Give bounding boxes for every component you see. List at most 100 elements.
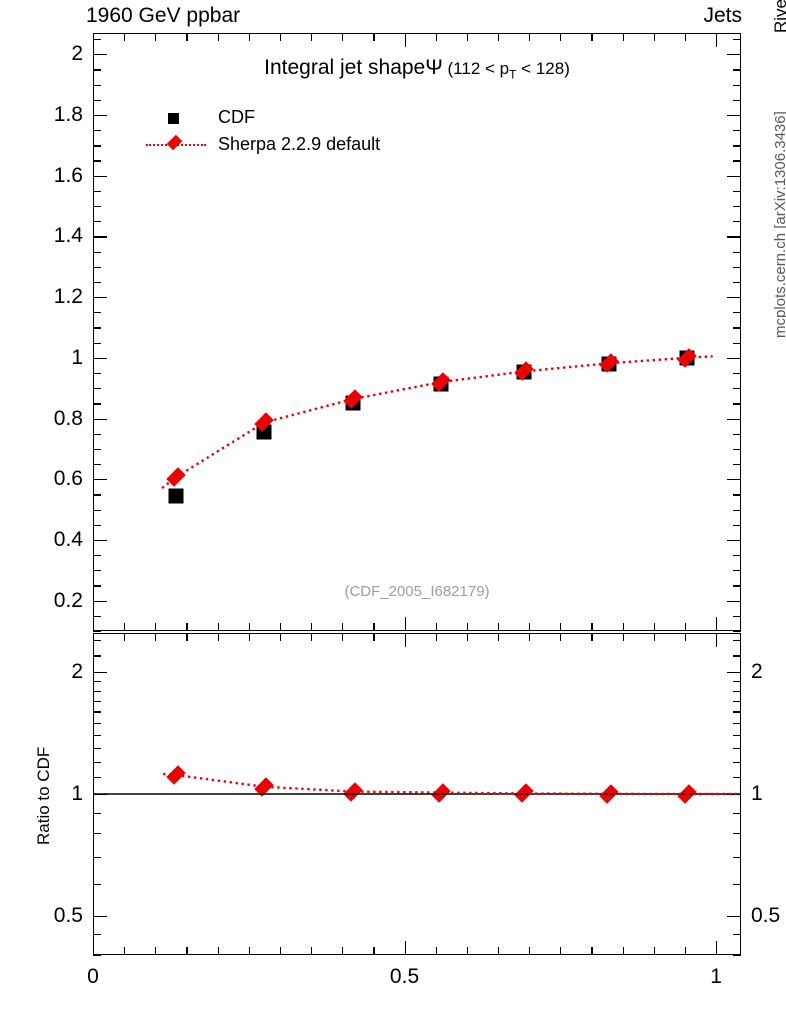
ratio-plot-frame [93, 633, 741, 955]
y-tick-main-right [733, 160, 741, 162]
y-tick-ratio-left-minor [93, 812, 101, 814]
x-tick-ratio-bottom [560, 947, 562, 955]
y-tick-main-right [733, 266, 741, 268]
y-axis-label-ratio-right: 0.5 [751, 903, 781, 927]
y-tick-main-left [93, 615, 101, 617]
y-tick-ratio-right [727, 915, 741, 917]
y-tick-main-right [733, 403, 741, 405]
x-tick-ratio-bottom [155, 947, 157, 955]
x-tick-main-top [404, 33, 406, 47]
y-tick-ratio-right-minor [733, 777, 741, 779]
y-tick-ratio-right [733, 955, 741, 957]
y-tick-ratio-right-minor [733, 761, 741, 764]
y-tick-main-right [733, 312, 741, 314]
y-axis-label-main: 1.8 [53, 102, 83, 126]
x-tick-ratio-top [124, 633, 126, 641]
x-tick-main-bottom [560, 623, 562, 631]
y-tick-ratio-right-minor [733, 934, 741, 936]
x-tick-main-bottom [529, 623, 531, 631]
x-tick-main-bottom [186, 623, 188, 631]
y-tick-main-right [733, 524, 741, 526]
x-tick-ratio-bottom [248, 947, 250, 955]
y-axis-label-main: 0.2 [53, 588, 83, 612]
x-tick-main-bottom [466, 623, 469, 631]
x-tick-main-bottom [248, 623, 250, 631]
y-tick-main-left [93, 539, 107, 542]
x-tick-ratio-top [466, 633, 469, 641]
y-tick-main-left [93, 236, 107, 238]
y-tick-ratio-left-minor [93, 747, 101, 750]
x-tick-ratio-bottom [529, 947, 531, 955]
x-tick-ratio-bottom [342, 947, 344, 955]
y-tick-main-right [733, 494, 741, 496]
x-tick-ratio-bottom [186, 947, 188, 955]
y-tick-ratio-left-minor [93, 681, 101, 683]
y-tick-main-right [733, 464, 741, 466]
y-tick-ratio-right-minor [733, 655, 741, 657]
y-tick-ratio-left [93, 794, 107, 796]
y-axis-label-main: 0.8 [53, 406, 83, 430]
x-tick-ratio-top [435, 633, 437, 641]
y-axis-label-main: 0.6 [53, 467, 83, 491]
y-tick-main-left [93, 297, 107, 299]
y-tick-ratio-right-minor [733, 711, 741, 713]
x-tick-main-bottom [591, 623, 593, 631]
x-tick-main-top [498, 33, 500, 41]
y-tick-main-right [727, 236, 741, 238]
y-tick-ratio-right-minor [733, 883, 741, 885]
y-tick-main-right [727, 175, 741, 177]
analysis-id-watermark: (CDF_2005_I682179) [344, 583, 490, 600]
x-tick-ratio-bottom [435, 947, 437, 955]
y-tick-ratio-left-minor [93, 655, 101, 657]
x-tick-ratio-top [342, 633, 344, 641]
mcplots-reference-label: mcplots.cern.ch [arXiv:1306.3436] [772, 111, 786, 338]
x-tick-main-top [560, 33, 562, 41]
main-plot-frame [93, 33, 741, 631]
y-tick-main-right [733, 39, 741, 41]
y-tick-main-right [727, 54, 741, 56]
y-axis-label-ratio-left: 2 [71, 660, 83, 684]
x-tick-ratio-top [186, 633, 188, 641]
y-tick-main-right [733, 251, 741, 253]
y-axis-label-ratio-right: 1 [751, 782, 763, 805]
x-tick-main-bottom [622, 623, 624, 631]
y-tick-ratio-left-minor [93, 777, 101, 779]
y-tick-ratio-left-minor [93, 856, 101, 858]
y-tick-main-right [727, 479, 741, 481]
y-tick-main-right [727, 418, 741, 420]
y-tick-main-right [733, 509, 741, 511]
x-tick-main-bottom [716, 617, 718, 631]
y-tick-main-right [733, 281, 741, 284]
header-beam-label: 1960 GeV ppbar [86, 4, 241, 27]
x-tick-ratio-bottom [684, 947, 687, 955]
y-tick-ratio-right-minor [733, 690, 741, 692]
x-tick-main-top [373, 33, 375, 41]
x-tick-ratio-bottom [279, 947, 282, 955]
y-tick-ratio-right-minor [733, 856, 741, 858]
y-tick-ratio-right-minor [733, 833, 741, 835]
y-tick-main-left [93, 388, 101, 390]
y-tick-main-left [93, 433, 101, 435]
x-axis-label: 0.5 [389, 965, 420, 988]
y-tick-main-left [93, 281, 101, 284]
y-tick-main-left [93, 372, 101, 375]
y-tick-ratio-left-minor [93, 722, 101, 724]
y-axis-label-main: 1.6 [53, 163, 83, 187]
y-tick-main-left [93, 631, 101, 633]
y-tick-main-left [93, 221, 101, 223]
x-tick-main-bottom [311, 623, 313, 631]
x-tick-main-bottom [498, 623, 500, 631]
y-tick-main-right [733, 206, 741, 208]
y-tick-main-left [93, 448, 101, 451]
y-tick-main-right [733, 585, 741, 587]
y-axis-label-main: 0.4 [53, 527, 83, 551]
x-tick-main-top [217, 33, 219, 41]
x-tick-main-bottom [684, 623, 687, 631]
y-tick-main-right [733, 631, 741, 633]
x-tick-main-top [279, 33, 282, 41]
legend-label-cdf: CDF [218, 107, 255, 127]
y-tick-main-left [93, 418, 107, 420]
y-tick-ratio-right-minor [733, 747, 741, 750]
y-tick-main-right [733, 99, 741, 101]
x-tick-main-top [684, 33, 687, 41]
